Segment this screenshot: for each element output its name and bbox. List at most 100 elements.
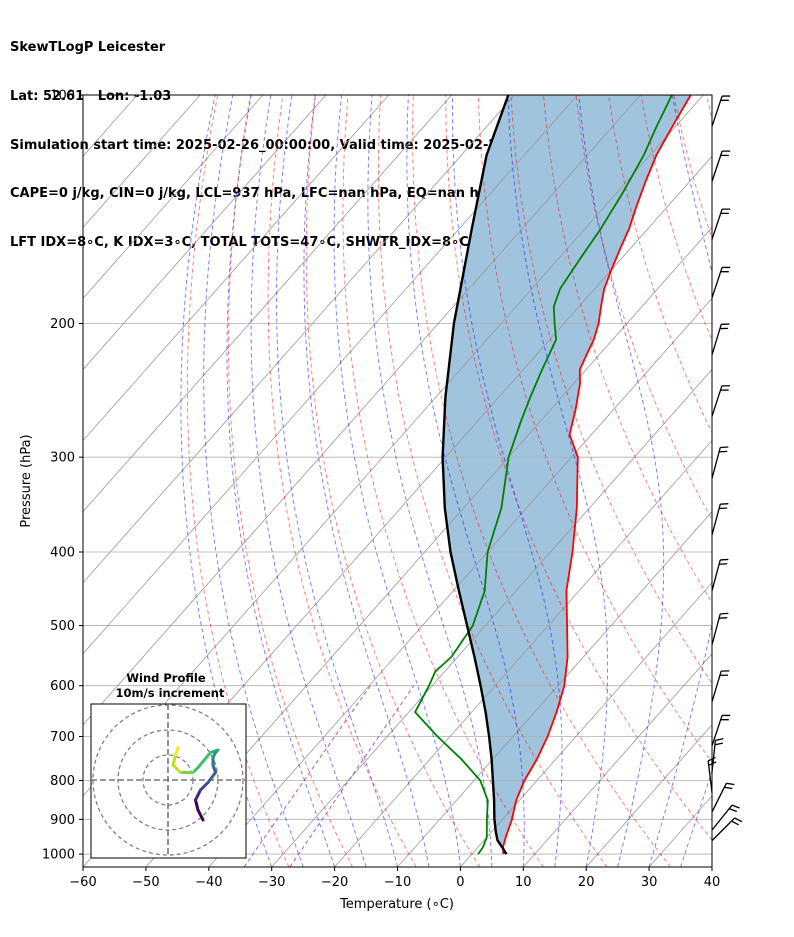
x-tick-label: 0 [456, 875, 464, 890]
hodograph-trace [171, 763, 182, 774]
dry-adiabat-line [445, 95, 712, 841]
hodograph-inset: Wind Profile 10m/s increment [90, 671, 247, 859]
x-axis-label: Temperature (∘C) [339, 897, 454, 912]
dry-adiabat-line [608, 95, 712, 434]
moist-adiabat-line [711, 865, 712, 867]
isotherm-line [271, 368, 712, 867]
x-tick-label: −30 [258, 875, 285, 890]
x-tick-label: 30 [641, 875, 658, 890]
x-tick-label: 10 [515, 875, 532, 890]
wind-barb-shaft [711, 447, 721, 479]
dry-adiabat-line [305, 95, 481, 867]
dry-adiabat-line [543, 95, 712, 604]
hodograph-trace [196, 808, 205, 822]
x-tick-label: −20 [321, 875, 348, 890]
title-line-5: LFT IDX=8∘C, K IDX=3∘C, TOTAL TOTS=47∘C,… [10, 234, 469, 250]
wind-barb-shaft [711, 817, 736, 842]
y-tick-label: 200 [50, 317, 75, 332]
hodograph-trace [171, 753, 177, 767]
isotherm-line [83, 95, 390, 442]
wind-barbs [707, 95, 743, 842]
wind-barb-shaft [711, 208, 723, 240]
wind-barb-shaft [711, 559, 721, 592]
moist-adiabat-line [180, 95, 273, 867]
x-tick-label: −10 [384, 875, 411, 890]
mixing-ratio-lines [243, 685, 415, 867]
hodograph-plot [91, 704, 246, 858]
hodograph-subtitle: 10m/s increment [116, 686, 225, 700]
moist-adiabat-line [250, 95, 367, 867]
moist-adiabat-line [226, 95, 336, 867]
moist-adiabat-line [406, 95, 525, 867]
moist-adiabat-line [276, 95, 398, 867]
wind-barb-flag [728, 808, 738, 813]
isotherm-line [83, 95, 641, 726]
isotherm-line [585, 724, 712, 867]
x-tick-label: −50 [132, 875, 159, 890]
wind-barb-flag [724, 786, 733, 790]
dry-adiabat-line [267, 95, 417, 867]
x-tick-label: 20 [578, 875, 595, 890]
dry-adiabat-line [673, 95, 712, 240]
isotherm-line [711, 866, 712, 867]
wind-barb-flag [714, 742, 723, 746]
y-axis-label: Pressure (hPa) [19, 434, 34, 527]
isotherm-line [397, 511, 712, 867]
wind-barb-shaft [711, 783, 727, 813]
cape-fill-area [442, 95, 691, 855]
wind-barb-shaft [711, 740, 717, 773]
y-tick-label: 800 [50, 774, 75, 789]
moist-adiabat-line [507, 95, 609, 867]
wind-barb-shaft [711, 267, 723, 299]
isotherm-line [460, 582, 712, 867]
title-line-2: Lat: 52.61 Lon: -1.03 [10, 89, 172, 105]
cape-cin-fill [442, 95, 691, 855]
hodograph-trace [174, 746, 180, 757]
y-tick-label: 300 [50, 451, 75, 466]
moist-adiabat-line [203, 95, 304, 867]
mixing-ratio-line [243, 685, 371, 867]
x-tick-label: −40 [195, 875, 222, 890]
hodograph-trace [194, 798, 200, 812]
isotherm-line [83, 95, 515, 584]
hodograph-title: Wind Profile [126, 671, 206, 685]
wind-barb-shaft [707, 760, 713, 793]
dry-adiabat-line [412, 95, 671, 867]
wind-barb-shaft [711, 715, 723, 746]
wind-barb-shaft [711, 804, 733, 831]
dry-adiabat-line [186, 95, 290, 867]
parcel-line [441, 95, 510, 855]
moist-adiabat-line [452, 95, 563, 867]
mixing-ratio-line [289, 685, 415, 867]
wind-barb-flag [731, 820, 740, 826]
dry-adiabat-line [377, 95, 608, 867]
wind-barb-shaft [711, 504, 721, 536]
profile-lines [414, 95, 692, 855]
hodograph-trace [199, 781, 210, 792]
y-tick-label: 1000 [42, 848, 75, 863]
y-tick-label: 900 [50, 813, 75, 828]
dry-adiabat-line [739, 95, 794, 867]
isotherm-line [83, 95, 201, 228]
hodograph-trace [196, 751, 212, 769]
y-tick-label: 100 [50, 89, 75, 104]
chart-header: SkewTLogP Leicester Lat: 52.61 Lon: -1.0… [10, 8, 603, 267]
dewpoint-line [414, 95, 673, 855]
wind-barb-flag [731, 804, 740, 809]
y-tick-label: 500 [50, 619, 75, 634]
hodograph-trace [206, 771, 217, 784]
y-tick-label: 700 [50, 730, 75, 745]
wind-barb-flag [715, 737, 724, 741]
y-axis-ticks: 100 200 300 400 500 600 700 800 900 1000 [42, 89, 83, 863]
wind-barb-shaft [711, 385, 723, 417]
isotherm-line [83, 95, 327, 371]
moist-adiabat-line [303, 95, 430, 867]
moist-adiabat-line [680, 769, 712, 867]
isotherm-line [83, 95, 264, 300]
moist-adiabat-line [333, 95, 461, 867]
isotherm-line [83, 95, 578, 655]
x-tick-label: −60 [69, 875, 96, 890]
moist-adiabats [180, 95, 712, 867]
dry-adiabat-line [477, 95, 712, 763]
